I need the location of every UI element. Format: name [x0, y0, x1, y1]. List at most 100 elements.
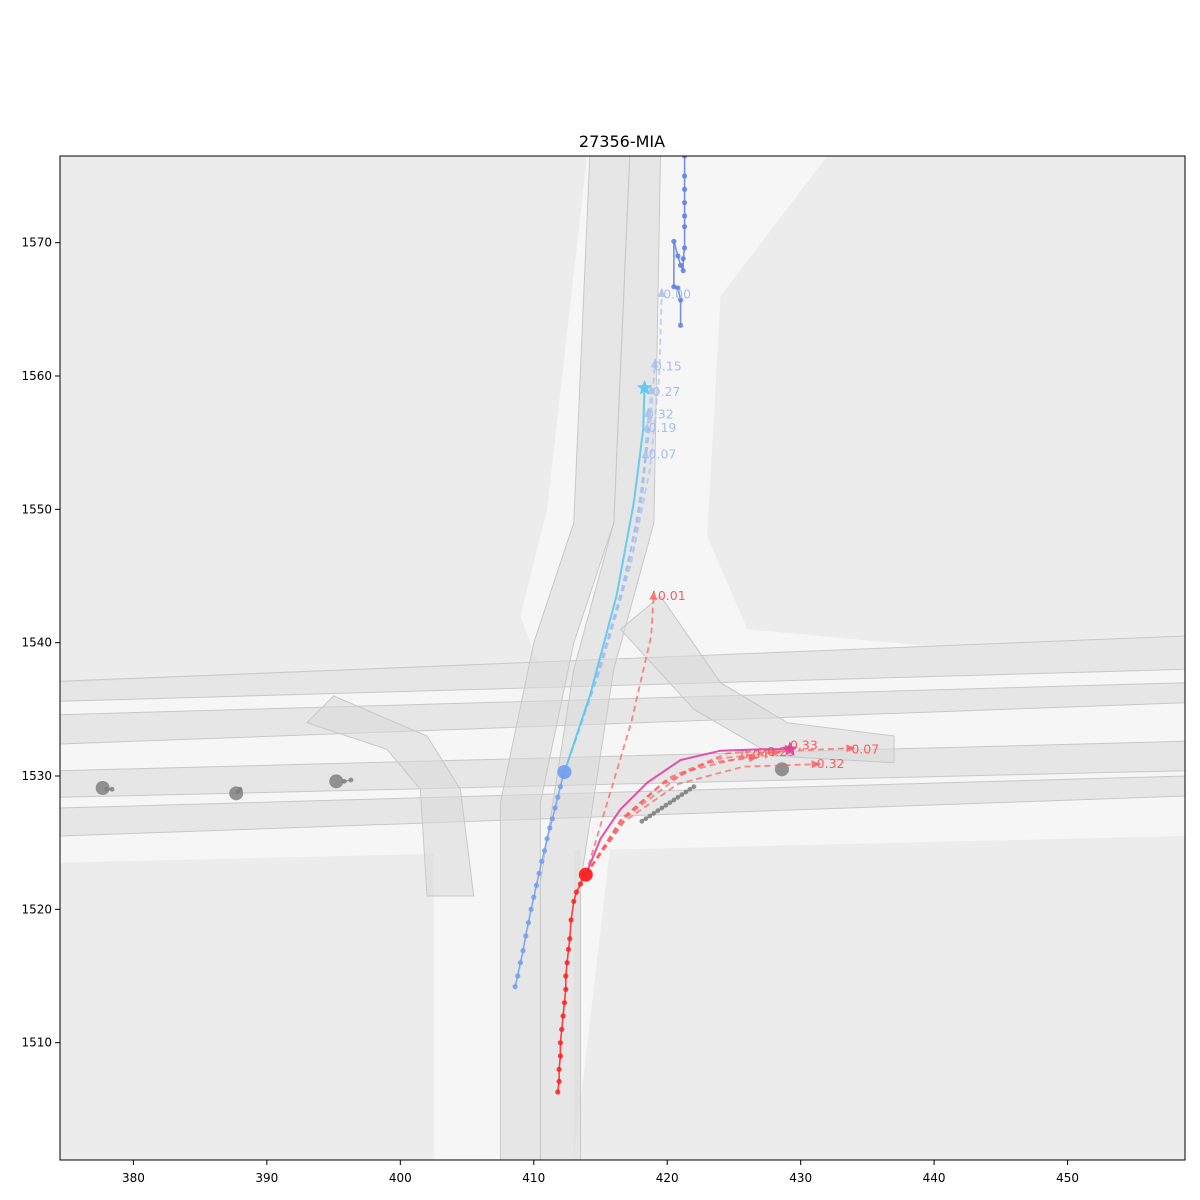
- lane-7: [305, 695, 475, 897]
- trajectory-layer: 0.000.150.270.320.190.070.010.040.230.33…: [95, 156, 879, 1095]
- far-agent-point: [677, 322, 684, 328]
- other-agent-0-point: [691, 784, 697, 790]
- other-agent-0-point: [675, 794, 681, 800]
- focal-history-point: [563, 986, 569, 992]
- blue-history-point: [536, 870, 542, 876]
- blue-current-position: [557, 765, 572, 779]
- focal-history-point: [567, 936, 573, 942]
- far-agent-point: [681, 200, 688, 206]
- x-tick-label: 450: [1056, 1171, 1079, 1185]
- far-agent-point: [681, 245, 688, 251]
- x-tick-label: 380: [122, 1171, 145, 1185]
- focal-history-point: [559, 1026, 565, 1032]
- other-agent-0-point: [659, 805, 665, 811]
- focal-probability-label: 0.32: [817, 756, 845, 771]
- x-tick-label: 440: [923, 1171, 946, 1185]
- lane-6: [619, 595, 895, 764]
- blue-history-point: [541, 848, 548, 854]
- focal-history-point: [561, 1000, 568, 1006]
- x-tick-label: 400: [389, 1171, 412, 1185]
- blue-probability-label: 0.00: [663, 287, 691, 302]
- focal-prediction-arrow-5: [846, 744, 856, 753]
- chart-title: 27356-MIA: [579, 132, 665, 151]
- focal-history-point: [555, 1089, 561, 1095]
- y-tick-label: 1510: [21, 1036, 52, 1050]
- focal-history-point: [577, 881, 584, 887]
- focal-history-point: [571, 898, 577, 904]
- blue-history-point: [555, 794, 561, 800]
- y-tick-label: 1540: [21, 636, 52, 650]
- y-tick-label: 1550: [21, 502, 52, 516]
- y-axis: 1510 1520 1530 1540 1550 1560 1570: [21, 236, 60, 1050]
- blue-ground-truth: [563, 387, 646, 773]
- blue-prediction-5: [563, 449, 647, 773]
- other-agent-1-point: [348, 777, 354, 783]
- other-agent-0-point: [683, 789, 689, 795]
- x-tick-label: 410: [522, 1171, 545, 1185]
- blue-prediction-arrow-4: [642, 422, 651, 432]
- x-tick-label: 390: [255, 1171, 278, 1185]
- blue-probability-label: 0.15: [654, 359, 682, 374]
- focal-history-point: [568, 917, 574, 923]
- far-agent-point: [680, 268, 686, 274]
- blue-history-point: [523, 933, 529, 939]
- far-agent-point: [681, 186, 688, 192]
- blue-prediction-arrow-5: [641, 449, 650, 459]
- far-agent-point: [671, 284, 677, 290]
- blue-history-point: [512, 984, 518, 990]
- focal-history-point: [564, 960, 570, 966]
- blue-history-point: [552, 805, 558, 811]
- y-tick-label: 1530: [21, 769, 52, 783]
- blue-history-point: [533, 882, 540, 888]
- focal-probability-label: 0.01: [658, 588, 686, 603]
- focal-history-point: [556, 1066, 562, 1072]
- blue-history-point: [547, 825, 553, 831]
- other-agent-0-point: [647, 813, 653, 819]
- focal-probability-label: 0.07: [851, 741, 879, 756]
- far-agent-point: [681, 213, 688, 219]
- other-agent-0-point: [643, 816, 649, 822]
- focal-current-position: [578, 867, 593, 882]
- far-agent-point: [681, 173, 688, 179]
- blue-probability-label: 0.32: [646, 407, 674, 422]
- blue-probability-label: 0.19: [649, 420, 677, 435]
- y-tick-label: 1570: [21, 236, 52, 250]
- focal-history-point: [556, 1078, 562, 1084]
- far-agent-point: [681, 156, 688, 159]
- other-agent-0-point: [687, 786, 693, 792]
- other-agent-0-point: [679, 792, 685, 798]
- far-agent-point: [677, 297, 684, 303]
- focal-history-point: [565, 946, 572, 952]
- blue-history-point: [515, 973, 521, 979]
- other-agent-0-point: [655, 808, 661, 814]
- far-agent-point: [677, 262, 684, 268]
- other-agent-0-point: [671, 797, 677, 803]
- other-agent-0-point: [667, 800, 673, 806]
- other-agent-1-current: [329, 774, 344, 789]
- far-agent-point: [675, 253, 681, 259]
- focal-history-point: [563, 973, 569, 979]
- other-agent-3-point: [109, 786, 115, 792]
- other-agent-2-current: [229, 786, 244, 801]
- focal-history-point: [557, 1053, 564, 1059]
- blue-history-point: [544, 836, 550, 842]
- blue-probability-label: 0.07: [649, 447, 677, 462]
- focal-endpoint-star: [782, 741, 798, 756]
- blue-history-point: [557, 784, 564, 790]
- lane-0: [60, 635, 1185, 702]
- focal-history-point: [557, 1040, 564, 1046]
- focal-probability-label: 0.33: [790, 737, 818, 752]
- other-agent-0-point: [639, 818, 645, 824]
- blue-probability-label: 0.27: [653, 384, 681, 399]
- focal-prediction-arrow-0: [649, 590, 658, 600]
- blue-prediction-arrow-2: [646, 385, 655, 395]
- focal-prediction-arrow-1: [748, 754, 758, 763]
- focal-history-point: [560, 1013, 566, 1019]
- far-agent-point: [680, 256, 686, 262]
- blue-history-point: [520, 948, 526, 954]
- blue-endpoint-star: [636, 380, 653, 395]
- blue-history-point: [531, 894, 537, 900]
- focal-prediction-5: [585, 747, 856, 876]
- x-axis: 380 390 400 410 420 430 440 450: [122, 1160, 1079, 1185]
- focal-ground-truth: [584, 748, 790, 876]
